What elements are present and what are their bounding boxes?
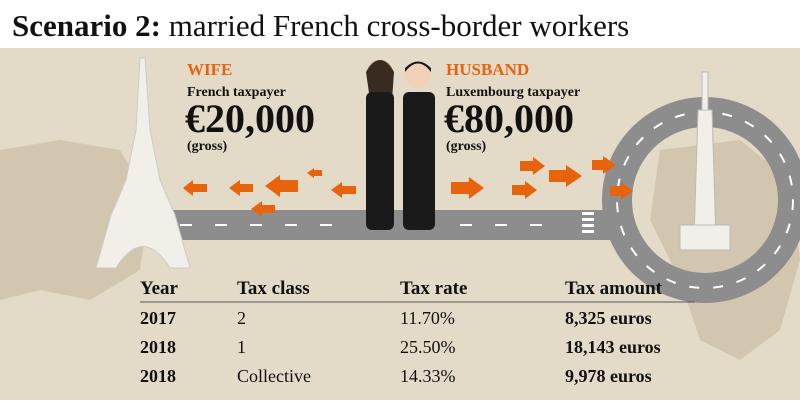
column-header: Year	[140, 278, 179, 299]
husband-note: (gross)	[446, 139, 487, 154]
monument	[693, 109, 717, 241]
monument-base	[679, 224, 731, 251]
wife-amount: €20,000	[185, 96, 315, 141]
monument-top	[701, 71, 709, 111]
tax-table: Year Tax class Tax rate Tax amount 2017 2 11.7…	[140, 278, 695, 386]
table-cell: 2018	[140, 366, 176, 386]
column-header: Tax rate	[400, 278, 467, 299]
column-header: Tax class	[237, 278, 310, 299]
table-cell: 2017	[140, 308, 176, 328]
husband-label: HUSBAND	[446, 60, 529, 79]
table-cell: 11.70%	[400, 308, 455, 328]
table-cell: 18,143 euros	[565, 337, 661, 357]
wife-note: (gross)	[187, 139, 228, 154]
table-cell: 14.33%	[400, 366, 456, 386]
table-cell: 2018	[140, 337, 176, 357]
table-cell: 8,325 euros	[565, 308, 652, 328]
wife-role: French taxpayer	[187, 85, 286, 100]
husband-amount: €80,000	[444, 96, 574, 141]
crosswalk	[582, 212, 594, 233]
husband-role: Luxembourg taxpayer	[446, 85, 580, 100]
table-cell: 2	[237, 308, 246, 328]
title-rest: married French cross-border workers	[169, 8, 630, 43]
table-cell: 1	[237, 337, 246, 357]
table-cell: 25.50%	[400, 337, 456, 357]
arrows-right	[451, 156, 633, 200]
arrows-left	[183, 168, 356, 217]
eiffel-tower	[95, 57, 191, 269]
title-lead: Scenario 2:	[12, 8, 161, 43]
husband-figure	[403, 61, 435, 230]
table-cell: 9,978 euros	[565, 366, 652, 386]
wife-figure	[366, 60, 394, 230]
column-header: Tax amount	[565, 278, 663, 299]
wife-label: WIFE	[187, 60, 232, 79]
title: Scenario 2: married French cross-border …	[12, 8, 629, 43]
table-cell: Collective	[237, 366, 311, 386]
